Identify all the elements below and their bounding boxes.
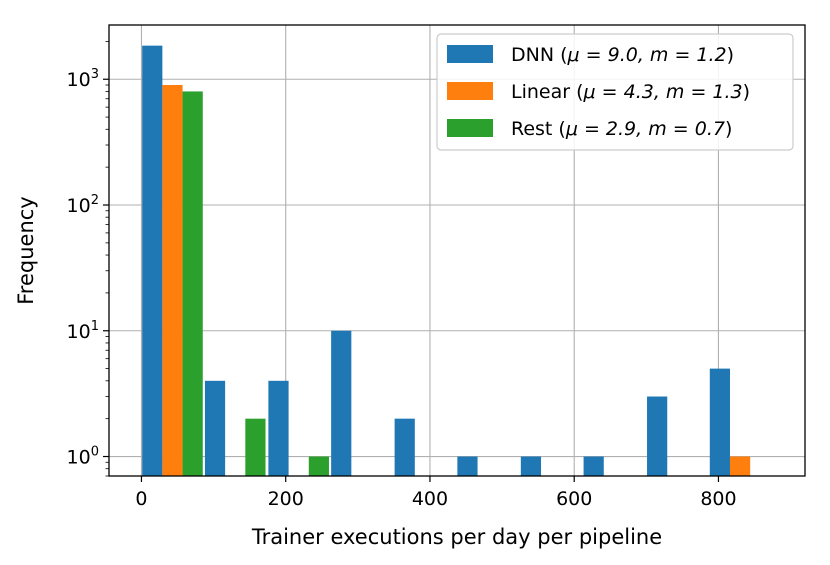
- x-tick-label: 800: [700, 488, 736, 510]
- bar-rest: [308, 456, 329, 476]
- legend-label-rest: Rest (μ = 2.9, m = 0.7): [511, 118, 732, 140]
- bar-rest: [245, 418, 266, 476]
- bar-dnn: [709, 368, 730, 476]
- legend-swatch-rest: [447, 119, 493, 137]
- y-tick-label: 100: [67, 445, 99, 469]
- bar-dnn: [331, 330, 352, 476]
- x-tick-label: 0: [135, 488, 147, 510]
- legend-label-linear: Linear (μ = 4.3, m = 1.3): [511, 81, 750, 103]
- y-axis-label: Frequency: [14, 196, 38, 305]
- bar-linear: [729, 456, 751, 476]
- bar-rest: [182, 91, 203, 476]
- legend-swatch-linear: [447, 82, 493, 100]
- legend: DNN (μ = 9.0, m = 1.2) Linear (μ = 4.3, m…: [436, 33, 794, 151]
- axis-ticks: 0 200 400 600 800 100 101 102 103: [67, 40, 737, 510]
- bar-dnn: [457, 456, 478, 476]
- bar-dnn: [647, 396, 668, 476]
- y-tick-label: 103: [67, 67, 99, 91]
- bars: [142, 45, 751, 477]
- y-tick-label: 102: [67, 193, 99, 217]
- legend-label-dnn: DNN (μ = 9.0, m = 1.2): [511, 44, 734, 66]
- x-axis-label: Trainer executions per day per pipeline: [251, 525, 662, 549]
- bar-dnn: [520, 456, 542, 476]
- bar-dnn: [204, 380, 226, 476]
- x-tick-label: 400: [412, 488, 448, 510]
- x-tick-label: 200: [268, 488, 304, 510]
- bar-dnn: [142, 45, 163, 477]
- bar-dnn: [583, 456, 604, 476]
- x-tick-label: 600: [556, 488, 592, 510]
- y-tick-label: 101: [67, 319, 99, 343]
- bar-linear: [162, 85, 183, 477]
- bar-dnn: [268, 380, 289, 476]
- plot-frame: [108, 24, 806, 477]
- legend-box: [436, 33, 794, 151]
- legend-swatch-dnn: [447, 45, 493, 63]
- bar-dnn: [394, 418, 415, 476]
